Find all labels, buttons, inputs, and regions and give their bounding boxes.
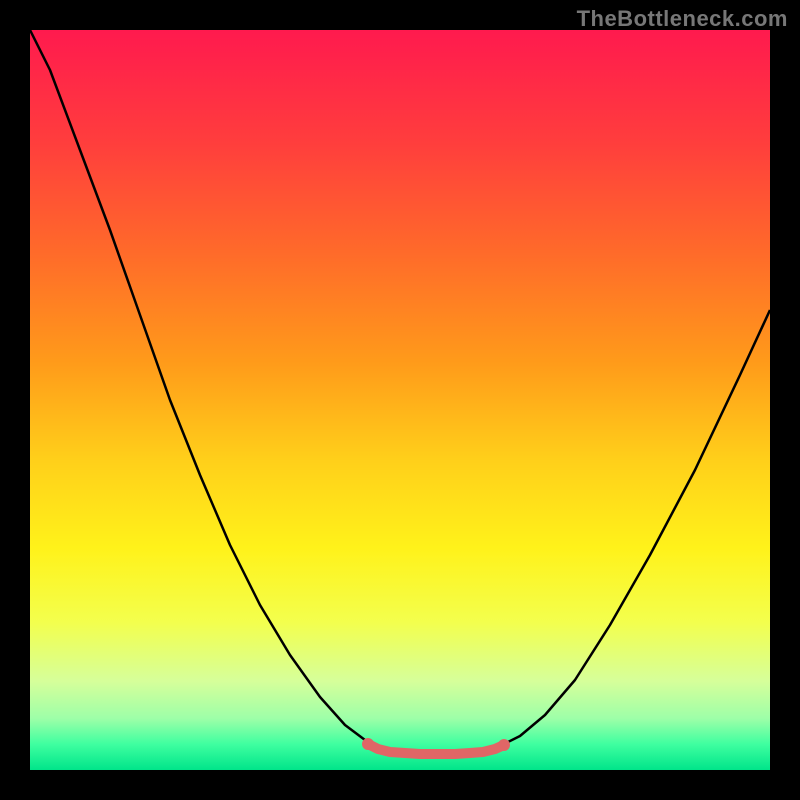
watermark-text: TheBottleneck.com bbox=[577, 6, 788, 32]
plot-background-gradient bbox=[30, 30, 770, 770]
chart-frame: TheBottleneck.com bbox=[0, 0, 800, 800]
sweet-spot-endpoint-dot bbox=[498, 739, 510, 751]
sweet-spot-endpoint-dot bbox=[362, 738, 374, 750]
bottleneck-chart-svg bbox=[0, 0, 800, 800]
